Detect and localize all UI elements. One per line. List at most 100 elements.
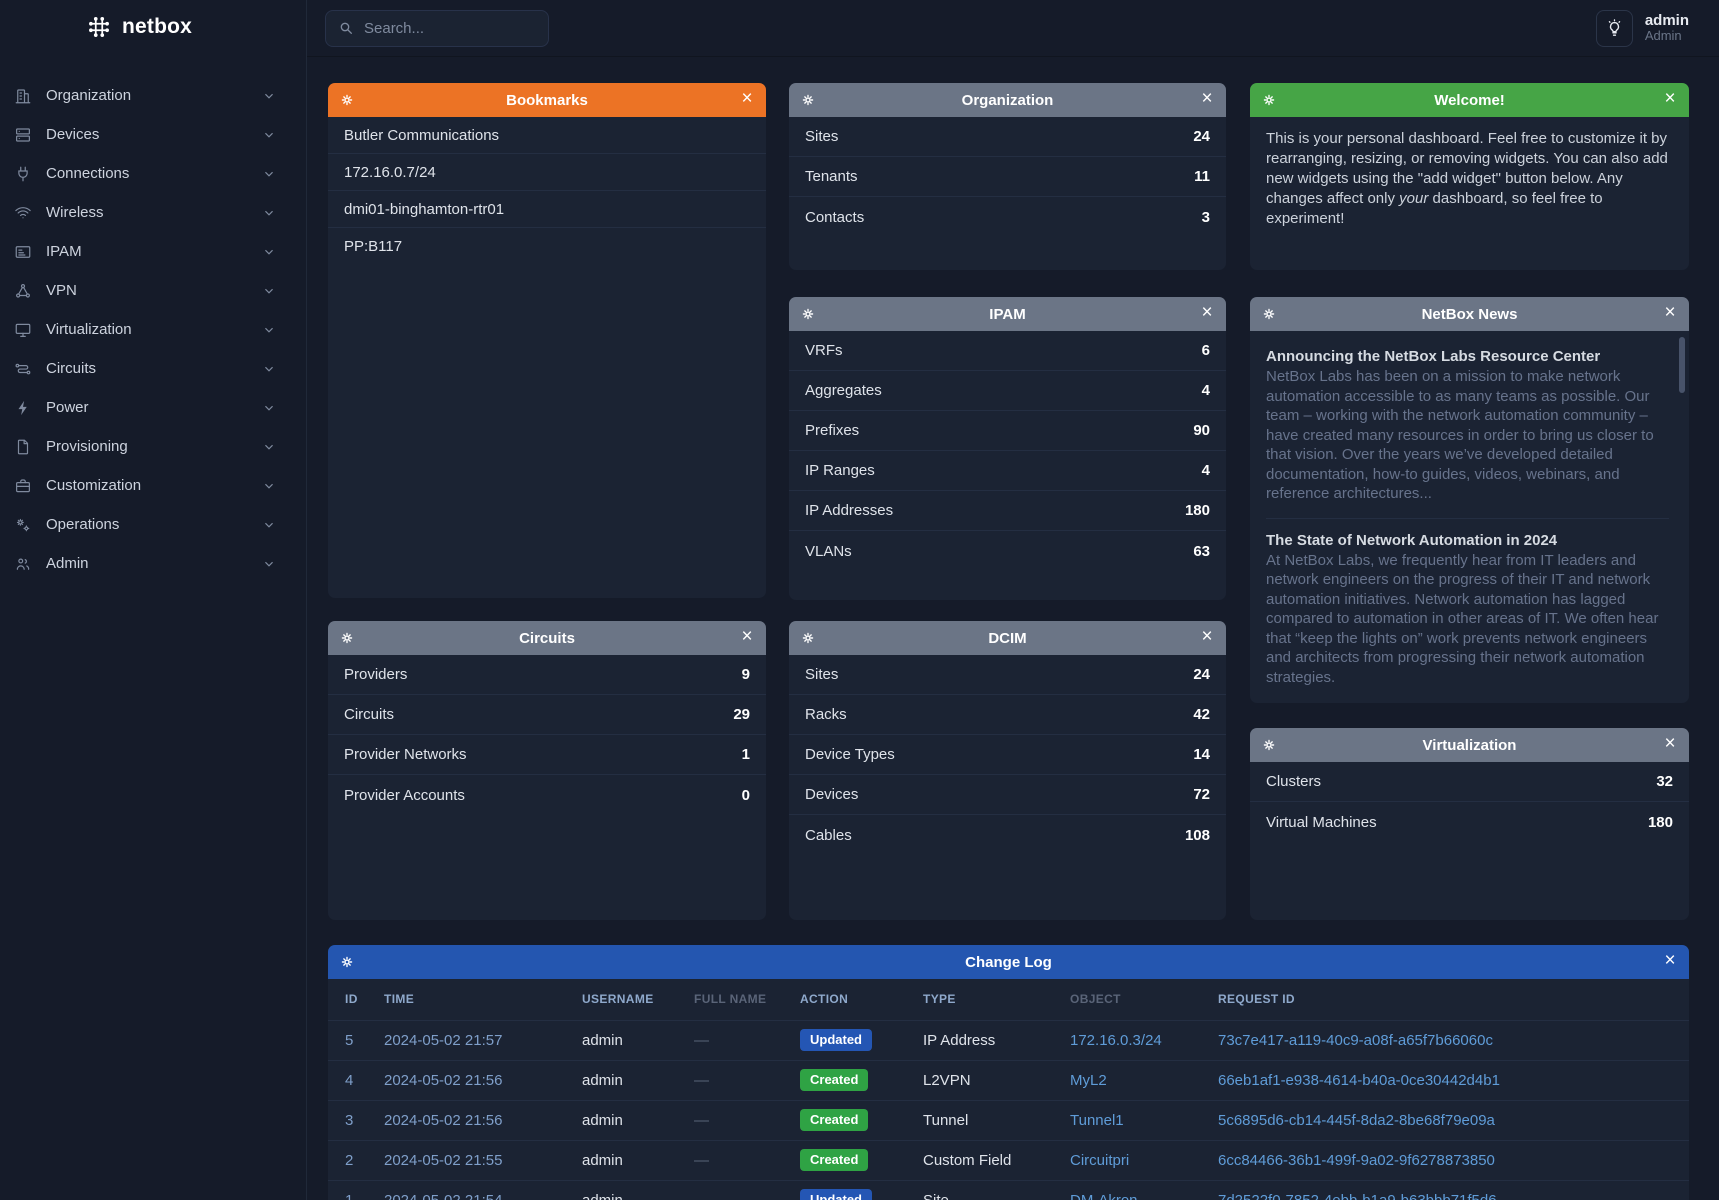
stat-label[interactable]: VRFs xyxy=(805,342,843,359)
column-header-request-id[interactable]: REQUEST ID xyxy=(1218,992,1295,1007)
sidebar-item-provisioning[interactable]: Provisioning xyxy=(0,427,306,466)
widget-title: Circuits xyxy=(519,629,575,647)
stat-label[interactable]: Devices xyxy=(805,786,859,803)
sidebar-item-ipam[interactable]: IPAM xyxy=(0,232,306,271)
stat-label[interactable]: Device Types xyxy=(805,746,895,763)
column-header-action[interactable]: ACTION xyxy=(800,992,849,1007)
changelog-request-id-link[interactable]: 6cc84466-36b1-499f-9a02-9f6278873850 xyxy=(1218,1151,1495,1169)
widget-header: DCIM × xyxy=(789,621,1226,655)
stat-label[interactable]: Prefixes xyxy=(805,422,860,439)
stat-label[interactable]: Contacts xyxy=(805,208,865,226)
bookmark-item[interactable]: PP:B117 xyxy=(344,238,403,255)
column-header-id[interactable]: ID xyxy=(345,992,358,1007)
news-article-title[interactable]: The State of Network Automation in 2024 xyxy=(1266,531,1558,549)
sidebar-item-label: Devices xyxy=(46,126,100,143)
stat-label[interactable]: Provider Accounts xyxy=(344,786,465,804)
widget-close-icon[interactable]: × xyxy=(1201,626,1213,647)
stat-row: Device Types 14 xyxy=(789,735,1226,775)
widget-close-icon[interactable]: × xyxy=(1201,88,1213,109)
stat-label[interactable]: Provider Networks xyxy=(344,746,467,763)
table-row: 3 2024-05-02 21:56 admin — Created Tunne… xyxy=(328,1100,1689,1140)
changelog-request-id-link[interactable]: 5c6895d6-cb14-445f-8da2-8be68f79e09a xyxy=(1218,1111,1495,1129)
sidebar-item-circuits[interactable]: Circuits xyxy=(0,349,306,388)
bookmark-item[interactable]: dmi01-binghamton-rtr01 xyxy=(328,191,766,228)
sidebar-item-wireless[interactable]: Wireless xyxy=(0,193,306,232)
building-icon xyxy=(14,87,32,105)
bookmark-item[interactable]: Butler Communications xyxy=(328,117,766,154)
changelog-time-link[interactable]: 2024-05-02 21:56 xyxy=(384,1111,503,1129)
widget-close-icon[interactable]: × xyxy=(1664,950,1676,971)
widget-config-gear-icon[interactable] xyxy=(799,91,817,109)
user-menu[interactable]: admin Admin xyxy=(1645,12,1689,44)
changelog-object-link[interactable]: Circuitpri xyxy=(1070,1151,1130,1169)
bookmark-item[interactable]: 172.16.0.7/24 xyxy=(328,154,766,191)
changelog-id-link[interactable]: 5 xyxy=(345,1031,354,1049)
sidebar-item-organization[interactable]: Organization xyxy=(0,76,306,115)
stat-label[interactable]: Cables xyxy=(805,826,852,844)
changelog-object-link[interactable]: MyL2 xyxy=(1070,1071,1107,1089)
widget-config-gear-icon[interactable] xyxy=(1260,305,1278,323)
stat-label[interactable]: Sites xyxy=(805,666,839,683)
stat-label[interactable]: IP Addresses xyxy=(805,502,894,519)
news-scrollbar-thumb[interactable] xyxy=(1679,337,1685,393)
theme-toggle-button[interactable] xyxy=(1595,9,1633,47)
widget-config-gear-icon[interactable] xyxy=(1260,736,1278,754)
widget-close-icon[interactable]: × xyxy=(1664,302,1676,323)
widget-config-gear-icon[interactable] xyxy=(1260,91,1278,109)
column-header-time[interactable]: TIME xyxy=(384,992,415,1007)
stat-label[interactable]: Racks xyxy=(805,706,847,723)
changelog-object-link[interactable]: DM-Akron xyxy=(1070,1192,1138,1200)
sidebar-item-customization[interactable]: Customization xyxy=(0,466,306,505)
stat-label[interactable]: Virtual Machines xyxy=(1266,813,1377,831)
sidebar-item-label: Organization xyxy=(46,87,132,104)
sidebar-item-power[interactable]: Power xyxy=(0,388,306,427)
widget-config-gear-icon[interactable] xyxy=(799,305,817,323)
changelog-time-link[interactable]: 2024-05-02 21:55 xyxy=(384,1151,503,1169)
changelog-time-link[interactable]: 2024-05-02 21:54 xyxy=(384,1192,502,1200)
sidebar-item-vpn[interactable]: VPN xyxy=(0,271,306,310)
widget-config-gear-icon[interactable] xyxy=(799,629,817,647)
changelog-full-name: — xyxy=(694,1031,709,1049)
widget-close-icon[interactable]: × xyxy=(741,626,753,647)
widget-close-icon[interactable]: × xyxy=(1664,88,1676,109)
stat-label[interactable]: Clusters xyxy=(1266,773,1322,790)
sidebar-item-connections[interactable]: Connections xyxy=(0,154,306,193)
news-article-title[interactable]: Announcing the NetBox Labs Resource Cent… xyxy=(1266,348,1601,365)
changelog-id-link[interactable]: 1 xyxy=(345,1192,353,1200)
changelog-id-link[interactable]: 3 xyxy=(345,1111,354,1129)
netbox-logo[interactable]: netbox xyxy=(0,0,306,40)
widget-config-gear-icon[interactable] xyxy=(338,629,356,647)
widget-config-gear-icon[interactable] xyxy=(338,91,356,109)
sidebar-item-operations[interactable]: Operations xyxy=(0,505,306,544)
sidebar-item-virtualization[interactable]: Virtualization xyxy=(0,310,306,349)
action-badge: Created xyxy=(800,1148,869,1172)
sidebar-item-admin[interactable]: Admin xyxy=(0,544,306,583)
sidebar-item-devices[interactable]: Devices xyxy=(0,115,306,154)
changelog-time-link[interactable]: 2024-05-02 21:57 xyxy=(384,1031,503,1049)
changelog-request-id-link[interactable]: 66eb1af1-e938-4614-b40a-0ce30442d4b1 xyxy=(1218,1071,1500,1089)
column-header-username[interactable]: USERNAME xyxy=(582,992,654,1007)
changelog-time-link[interactable]: 2024-05-02 21:56 xyxy=(384,1071,503,1089)
changelog-request-id-link[interactable]: 7d2522f0-7852-4ebb-b1a9-b63bbb71f5d6 xyxy=(1218,1192,1497,1200)
changelog-object-link[interactable]: 172.16.0.3/24 xyxy=(1070,1031,1162,1049)
search-input[interactable] xyxy=(364,19,536,37)
changelog-id-link[interactable]: 4 xyxy=(345,1071,354,1089)
changelog-object-link[interactable]: Tunnel1 xyxy=(1070,1111,1124,1129)
stat-label[interactable]: Providers xyxy=(344,666,408,683)
widget-config-gear-icon[interactable] xyxy=(338,953,356,971)
stat-label[interactable]: IP Ranges xyxy=(805,462,875,479)
changelog-id-link[interactable]: 2 xyxy=(345,1151,354,1169)
stat-label[interactable]: Aggregates xyxy=(805,382,882,399)
stat-value: 0 xyxy=(741,786,750,804)
widget-close-icon[interactable]: × xyxy=(741,88,753,109)
stat-label[interactable]: Tenants xyxy=(805,168,858,185)
widget-close-icon[interactable]: × xyxy=(1201,302,1213,323)
column-header-type[interactable]: TYPE xyxy=(923,992,956,1007)
stat-label[interactable]: Circuits xyxy=(344,706,395,723)
action-badge: Created xyxy=(800,1068,869,1092)
stat-label[interactable]: VLANs xyxy=(805,542,852,560)
news-list: Announcing the NetBox Labs Resource Cent… xyxy=(1250,331,1689,703)
stat-label[interactable]: Sites xyxy=(805,128,839,145)
changelog-request-id-link[interactable]: 73c7e417-a119-40c9-a08f-a65f7b66060c xyxy=(1218,1031,1493,1049)
widget-close-icon[interactable]: × xyxy=(1664,733,1676,754)
